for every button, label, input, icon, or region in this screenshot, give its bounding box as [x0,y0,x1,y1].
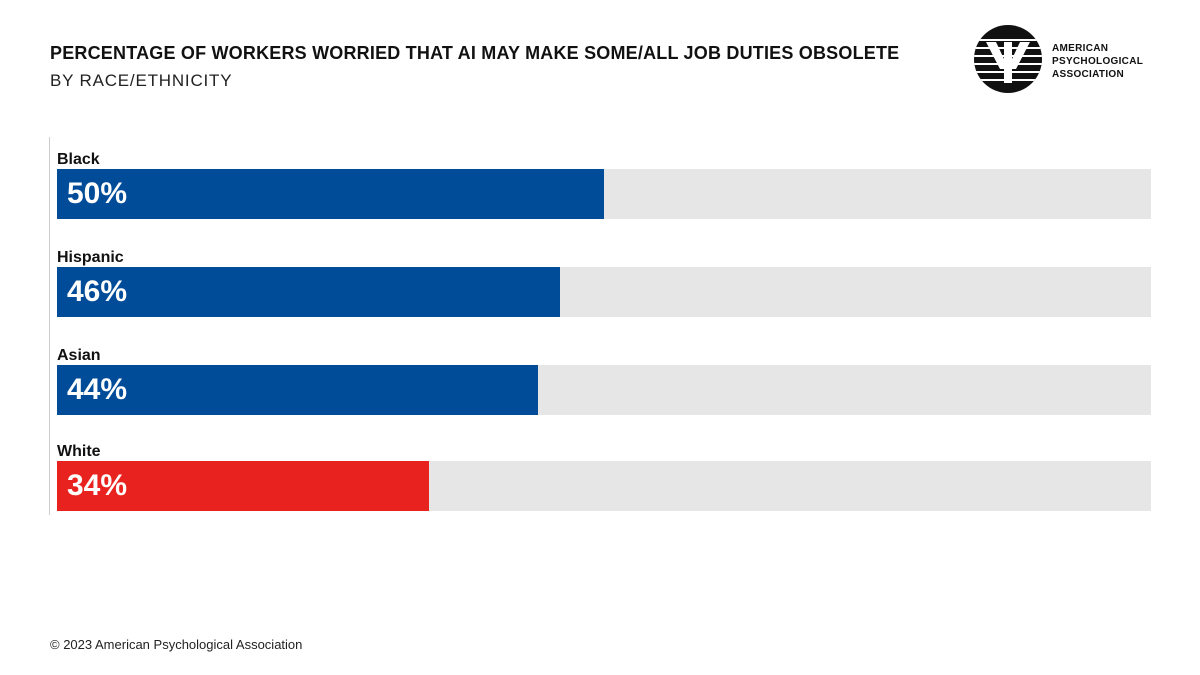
category-label: Hispanic [57,249,124,266]
value-label: 50% [67,177,128,210]
category-label: White [57,443,101,460]
apa-logo-icon [974,25,1042,93]
axis-line [49,137,50,515]
value-label: 34% [67,469,128,502]
copyright-footer: © 2023 American Psychological Associatio… [50,637,303,652]
value-label: 44% [67,373,128,406]
chart-subtitle: BY RACE/ETHNICITY [50,71,233,90]
category-label: Asian [57,347,101,364]
value-label: 46% [67,275,128,308]
logo-text: AMERICAN PSYCHOLOGICAL ASSOCIATION [1052,42,1143,81]
category-label: Black [57,151,100,168]
bar: 34% [57,461,429,511]
logo-line: AMERICAN [1052,43,1109,54]
bar: 50% [57,169,604,219]
bar: 44% [57,365,539,415]
bar: 46% [57,267,561,317]
logo-line: ASSOCIATION [1052,69,1125,80]
chart-title: PERCENTAGE OF WORKERS WORRIED THAT AI MA… [50,43,900,63]
logo-line: PSYCHOLOGICAL [1052,56,1144,67]
